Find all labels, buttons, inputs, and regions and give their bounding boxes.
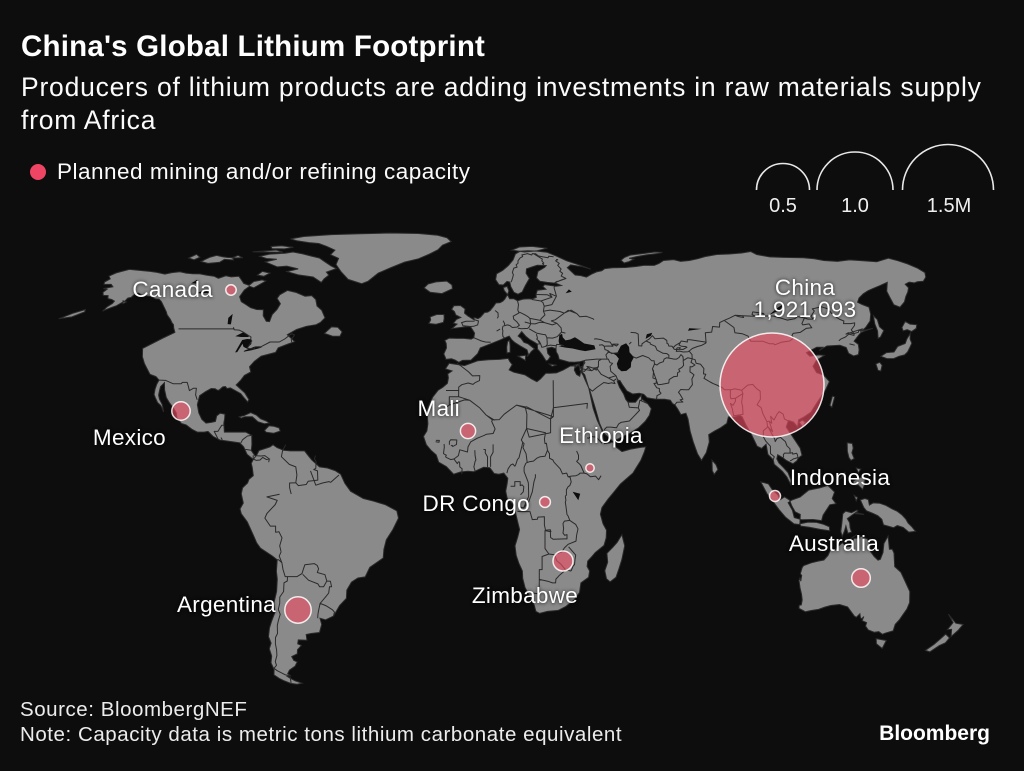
svg-text:Argentina: Argentina [177,592,276,617]
svg-text:Mali: Mali [418,396,460,421]
svg-text:Zimbabwe: Zimbabwe [472,583,578,608]
svg-text:Ethiopia: Ethiopia [559,423,643,448]
svg-text:0.5: 0.5 [769,195,797,217]
svg-text:1.0: 1.0 [841,195,869,217]
svg-text:Mexico: Mexico [93,425,166,450]
svg-text:1,921,093: 1,921,093 [754,297,857,322]
svg-text:DR Congo: DR Congo [423,491,530,516]
svg-text:Canada: Canada [132,277,213,302]
svg-text:Australia: Australia [789,531,879,556]
svg-text:China: China [775,275,835,300]
svg-text:1.5M: 1.5M [927,195,971,217]
svg-text:Indonesia: Indonesia [790,465,890,490]
